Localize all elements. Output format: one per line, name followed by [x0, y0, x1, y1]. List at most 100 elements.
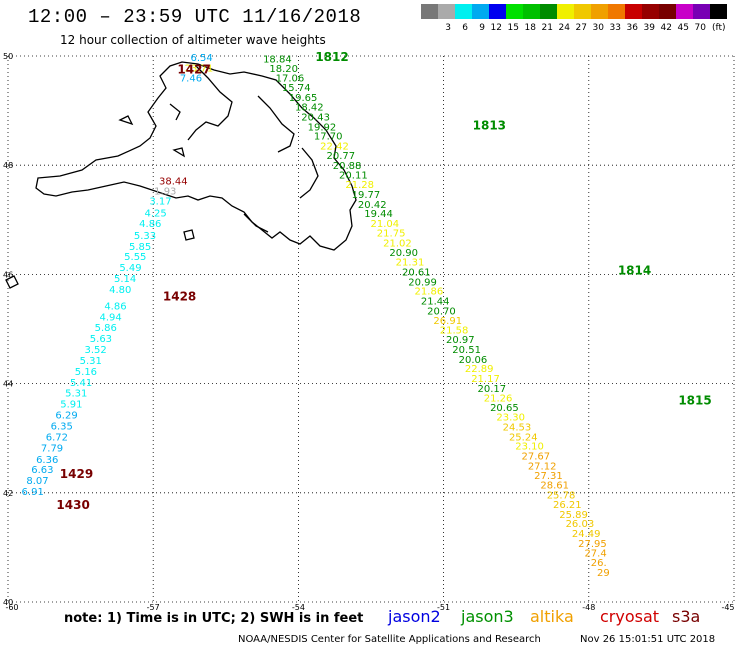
satellite-label: cryosat [600, 607, 660, 626]
wave-height-label: 21.17 [471, 374, 500, 385]
lon-tick-label: -54 [292, 603, 305, 612]
legend-label: 30 [592, 23, 604, 33]
wave-height-label: 5.14 [114, 274, 136, 285]
time-label: 1815 [678, 393, 711, 407]
wave-height-label: 6.63 [31, 465, 53, 476]
wave-height-label: 5.91 [60, 400, 82, 411]
lon-tick-label: -48 [582, 603, 595, 612]
legend-swatch [710, 4, 727, 19]
legend-swatch [472, 4, 489, 19]
wave-height-label: 26.03 [566, 519, 595, 530]
lon-tick-label: -57 [147, 603, 160, 612]
wave-height-label: 3.52 [84, 345, 106, 356]
wave-height-label: 7.79 [41, 443, 63, 454]
axis-ticks: -60 -57 -54 -51 -48 -45 50 48 46 44 42 40 [3, 52, 735, 612]
time-label: 1428 [163, 290, 196, 304]
legend-swatch [642, 4, 659, 19]
wave-height-label: 27.4 [584, 549, 606, 560]
track-jason3: 18.8418.2017.0615.7419.6518.4220.4319.92… [263, 50, 712, 579]
wave-height-label: 28.61 [540, 480, 569, 491]
wave-height-label: 5.31 [80, 356, 102, 367]
wave-height-label: 20.17 [477, 384, 506, 395]
wave-height-label: 4.86 [139, 219, 161, 230]
lat-tick-label: 50 [3, 52, 13, 61]
wave-height-label: 20.65 [490, 403, 519, 414]
wave-height-label: 24.49 [572, 529, 601, 540]
wave-height-label: 17.70 [314, 132, 343, 143]
wave-height-label: 21.86 [415, 287, 444, 298]
wave-height-label: 4.94 [99, 312, 121, 323]
wave-height-label: 6.35 [51, 421, 73, 432]
legend-swatch [506, 4, 523, 19]
wave-height-label: 5.63 [90, 334, 112, 345]
wave-height-label: 22.42 [320, 141, 349, 152]
legend-label: 33 [609, 23, 621, 33]
wave-height-label: 23.71 [185, 63, 214, 74]
wave-height-label: 20.51 [452, 345, 481, 356]
time-label: 1429 [60, 467, 93, 481]
wave-height-label: 8.07 [26, 476, 48, 487]
wave-height-label: 18.20 [269, 64, 298, 75]
wave-height-label: 25.24 [509, 432, 538, 443]
wave-height-label: 21.58 [440, 325, 469, 336]
wave-height-label: 6.54 [190, 53, 212, 64]
legend-swatch [591, 4, 608, 19]
wave-height-label: 20.99 [408, 277, 437, 288]
wave-height-label: 20.88 [333, 161, 362, 172]
legend-label: 6 [462, 23, 468, 33]
wave-height-label: 20.77 [326, 151, 355, 162]
legend-label: 21 [541, 23, 553, 33]
wave-height-label: 21.75 [377, 229, 406, 240]
wave-height-label: 21.28 [345, 180, 374, 191]
legend-label: 42 [660, 23, 672, 33]
wave-height-label: 21.26 [484, 394, 513, 405]
satellite-label: altika [530, 607, 574, 626]
wave-height-label: 5.31 [65, 389, 87, 400]
time-label: 1814 [618, 263, 651, 277]
wave-height-label: 5.16 [75, 367, 97, 378]
lat-tick-label: 42 [3, 489, 13, 498]
wave-height-label: 26. [591, 558, 607, 569]
wave-height-label: 18.42 [295, 103, 324, 114]
legend-swatch [421, 4, 438, 19]
wave-height-label: 3.17 [149, 197, 171, 208]
wave-height-label: 20.43 [301, 112, 330, 123]
legend-swatch [693, 4, 710, 19]
footer-note: note: 1) Time is in UTC; 2) SWH is in fe… [64, 611, 364, 626]
wave-height-label: 4.25 [144, 209, 166, 220]
lon-tick-label: -60 [5, 603, 18, 612]
wave-height-label: 15.74 [282, 83, 311, 94]
wave-height-label: 6.29 [55, 411, 77, 422]
wave-height-label: 6.72 [46, 432, 68, 443]
wave-height-label: 7.46 [180, 74, 202, 85]
legend-swatch [676, 4, 693, 19]
wave-height-label: 24.53 [503, 423, 532, 434]
wave-height-label: 5.33 [134, 231, 156, 242]
lat-tick-label: 46 [3, 270, 13, 279]
satellite-label: jason2 [388, 607, 441, 626]
time-label: 1812 [315, 50, 348, 64]
legend-swatch [455, 4, 472, 19]
wave-height-label: 19.44 [364, 209, 393, 220]
legend-label: 36 [626, 23, 638, 33]
generated-timestamp: Nov 26 15:01:51 UTC 2018 [580, 634, 716, 645]
wave-height-label: 5.49 [119, 263, 141, 274]
wave-height-label: 5.86 [95, 323, 117, 334]
wave-height-label: 20.42 [358, 200, 387, 211]
legend-label: 9 [479, 23, 485, 33]
lat-tick-label: 48 [3, 161, 13, 170]
map-subtitle: 12 hour collection of altimeter wave hei… [60, 33, 326, 47]
wave-height-label: 20.11 [339, 170, 368, 181]
wave-height-label: 18.84 [263, 55, 292, 66]
time-label: 1813 [473, 119, 506, 133]
wave-height-label: 20.90 [389, 248, 418, 259]
legend-label: 39 [643, 23, 655, 33]
legend-label: 45 [677, 23, 689, 33]
wave-height-label: 21.02 [383, 239, 412, 250]
wave-height-label: 26.21 [553, 500, 582, 511]
wave-height-label: 27.12 [528, 461, 557, 472]
map-title: 12:00 – 23:59 UTC 11/16/2018 [28, 6, 362, 28]
legend-swatch [523, 4, 540, 19]
wave-height-label: 25.78 [547, 490, 576, 501]
